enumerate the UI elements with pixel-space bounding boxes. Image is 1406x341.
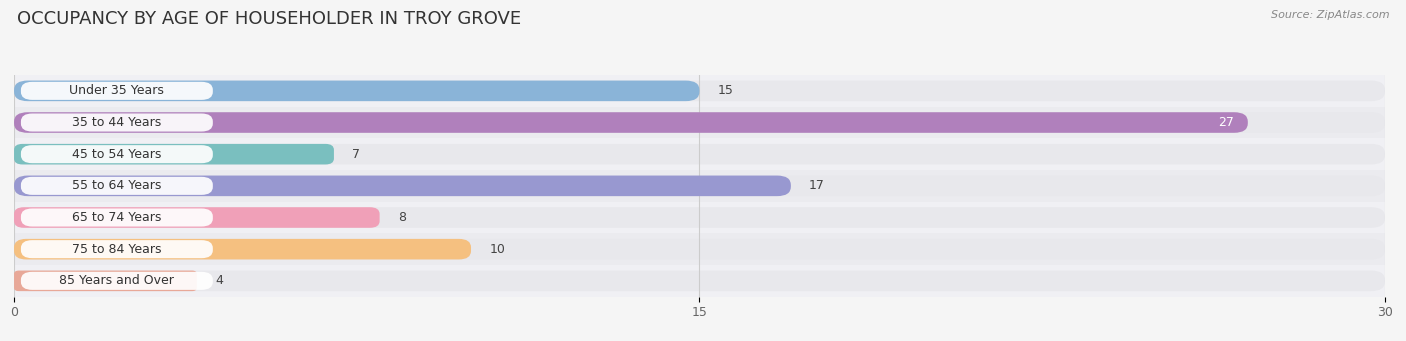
FancyBboxPatch shape <box>14 207 1385 228</box>
Text: 10: 10 <box>489 243 505 256</box>
FancyBboxPatch shape <box>14 270 197 291</box>
Bar <box>14 202 1385 233</box>
FancyBboxPatch shape <box>21 208 212 226</box>
Text: Source: ZipAtlas.com: Source: ZipAtlas.com <box>1271 10 1389 20</box>
FancyBboxPatch shape <box>21 145 212 163</box>
Text: 17: 17 <box>810 179 825 192</box>
Text: 65 to 74 Years: 65 to 74 Years <box>72 211 162 224</box>
FancyBboxPatch shape <box>14 80 1385 101</box>
Bar <box>14 75 1385 107</box>
FancyBboxPatch shape <box>14 176 1385 196</box>
Bar <box>14 138 1385 170</box>
Text: 55 to 64 Years: 55 to 64 Years <box>72 179 162 192</box>
FancyBboxPatch shape <box>14 144 335 164</box>
Bar <box>14 265 1385 297</box>
Text: 8: 8 <box>398 211 406 224</box>
FancyBboxPatch shape <box>14 239 471 260</box>
Text: 45 to 54 Years: 45 to 54 Years <box>72 148 162 161</box>
Bar <box>14 233 1385 265</box>
FancyBboxPatch shape <box>14 239 1385 260</box>
FancyBboxPatch shape <box>14 112 1385 133</box>
Text: 35 to 44 Years: 35 to 44 Years <box>72 116 162 129</box>
FancyBboxPatch shape <box>14 80 700 101</box>
FancyBboxPatch shape <box>21 114 212 132</box>
FancyBboxPatch shape <box>14 176 792 196</box>
FancyBboxPatch shape <box>14 112 1249 133</box>
Text: 15: 15 <box>718 84 734 97</box>
Bar <box>14 107 1385 138</box>
FancyBboxPatch shape <box>14 270 1385 291</box>
FancyBboxPatch shape <box>21 177 212 195</box>
FancyBboxPatch shape <box>14 144 1385 164</box>
FancyBboxPatch shape <box>21 82 212 100</box>
Text: 75 to 84 Years: 75 to 84 Years <box>72 243 162 256</box>
Text: OCCUPANCY BY AGE OF HOUSEHOLDER IN TROY GROVE: OCCUPANCY BY AGE OF HOUSEHOLDER IN TROY … <box>17 10 522 28</box>
FancyBboxPatch shape <box>21 240 212 258</box>
FancyBboxPatch shape <box>21 272 212 290</box>
Bar <box>14 170 1385 202</box>
Text: 85 Years and Over: 85 Years and Over <box>59 275 174 287</box>
Text: Under 35 Years: Under 35 Years <box>69 84 165 97</box>
Text: 7: 7 <box>353 148 360 161</box>
Text: 27: 27 <box>1218 116 1234 129</box>
FancyBboxPatch shape <box>14 207 380 228</box>
Text: 4: 4 <box>215 275 224 287</box>
